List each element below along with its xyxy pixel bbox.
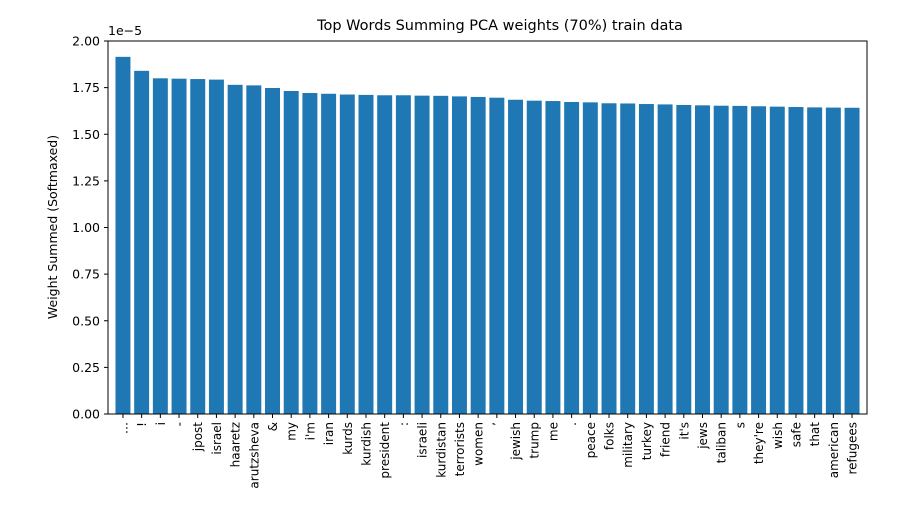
x-tick-label-13: kurdish	[359, 422, 373, 466]
bar-23	[545, 101, 561, 415]
bar-36	[788, 107, 804, 415]
x-tick-label-25: peace	[584, 422, 598, 458]
bar-10	[302, 93, 318, 414]
x-tick-label-28: turkey	[640, 422, 654, 460]
x-tick-label-5: israel	[210, 422, 224, 455]
bar-20	[489, 97, 505, 414]
y-axis-offset-label: 1e−5	[108, 23, 142, 38]
x-tick-label-16: israeli	[416, 422, 430, 458]
bar-25	[582, 102, 598, 415]
x-tick-label-15: :	[397, 422, 411, 426]
bar-15	[395, 95, 411, 415]
bar-13	[358, 94, 374, 415]
bar-4	[190, 79, 206, 415]
bar-35	[769, 106, 785, 415]
x-tick-label-35: wish	[771, 422, 785, 449]
x-tick-label-31: jews	[696, 422, 710, 450]
x-tick-label-34: they're	[752, 422, 766, 464]
bar-38	[825, 107, 841, 414]
x-tick-label-38: american	[827, 422, 841, 478]
x-tick-label-2: i	[154, 422, 168, 425]
bar-26	[601, 103, 617, 414]
y-tick-label-4: 1.00	[72, 220, 100, 235]
bar-9	[283, 90, 299, 414]
x-tick-label-29: friend	[659, 422, 673, 457]
bar-32	[713, 105, 729, 414]
y-tick-label-8: 2.00	[72, 34, 100, 49]
chart-title: Top Words Summing PCA weights (70%) trai…	[316, 18, 683, 34]
y-tick-label-0: 0.00	[72, 407, 100, 422]
bar-22	[526, 100, 542, 415]
bar-29	[657, 104, 673, 414]
bars-group	[115, 56, 860, 415]
bar-12	[339, 94, 355, 414]
x-tick-label-7: arutzsheva	[247, 422, 261, 489]
y-tick-label-2: 0.50	[72, 313, 100, 328]
x-tick-label-18: terrorists	[453, 422, 467, 476]
bar-7	[246, 85, 262, 414]
bar-37	[807, 107, 823, 414]
bar-21	[508, 99, 524, 414]
bar-8	[265, 88, 280, 414]
x-tick-label-0: …	[116, 422, 130, 434]
x-tick-label-37: that	[808, 422, 822, 447]
y-axis: 0.00 0.25 0.50 0.75 1.00 1.25 1.50 1.75 2.00	[72, 34, 108, 422]
bar-1	[134, 70, 150, 414]
x-tick-label-39: refugees	[846, 422, 860, 475]
bar-14	[377, 95, 393, 415]
y-tick-label-6: 1.50	[72, 127, 100, 142]
plot-frame	[107, 40, 868, 415]
x-tick-label-23: me	[546, 422, 560, 441]
y-tick-label-7: 1.75	[72, 80, 100, 95]
bar-30	[676, 104, 692, 414]
x-tick-label-6: haaretz	[229, 422, 243, 467]
bar-27	[620, 103, 636, 414]
x-tick-label-32: taliban	[715, 422, 729, 463]
bar-19	[470, 96, 486, 414]
bar-33	[732, 105, 748, 415]
x-tick-label-8: &	[266, 422, 280, 431]
bar-31	[695, 105, 710, 414]
x-tick-label-33: s	[733, 422, 747, 428]
bar-39	[844, 107, 860, 415]
bar-28	[638, 104, 654, 414]
bar-5	[208, 79, 224, 415]
bar-11	[321, 93, 337, 414]
x-tick-label-1: !	[135, 422, 149, 427]
x-tick-label-27: military	[621, 422, 635, 468]
x-tick-label-3: -	[173, 422, 187, 426]
x-tick-label-9: my	[285, 422, 299, 441]
bar-18	[451, 96, 467, 414]
x-tick-label-10: i'm	[303, 422, 317, 440]
x-tick-label-19: women	[472, 422, 486, 466]
bar-24	[564, 101, 580, 415]
bar-0	[115, 56, 131, 414]
x-tick-label-11: iran	[322, 422, 336, 445]
x-tick-label-22: trump	[528, 422, 542, 459]
x-tick-label-14: president	[378, 422, 392, 479]
x-tick-label-26: folks	[603, 422, 617, 450]
x-tick-label-36: safe	[789, 422, 803, 447]
bar-3	[171, 78, 187, 415]
y-tick-label-3: 0.75	[72, 267, 100, 282]
x-tick-label-30: it's	[677, 422, 691, 440]
x-tick-label-24: .	[565, 422, 579, 426]
bar-17	[433, 95, 449, 414]
y-tick-label-5: 1.25	[72, 173, 100, 188]
x-tick-label-17: kurdistan	[434, 422, 448, 478]
y-tick-label-1: 0.25	[72, 360, 100, 375]
bar-6	[227, 84, 243, 414]
x-tick-label-20: ’	[490, 422, 504, 426]
x-axis: …! i - jpost israel haaretz arutzsheva & my i'm ir…	[116, 414, 860, 489]
bar-2	[152, 78, 168, 415]
y-axis-label: Weight Summed (Softmaxed)	[45, 135, 60, 319]
bar-34	[751, 106, 767, 414]
x-tick-label-21: jewish	[509, 422, 523, 461]
x-tick-label-12: kurds	[341, 422, 355, 455]
bar-16	[414, 95, 430, 414]
x-tick-label-4: jpost	[191, 422, 205, 453]
